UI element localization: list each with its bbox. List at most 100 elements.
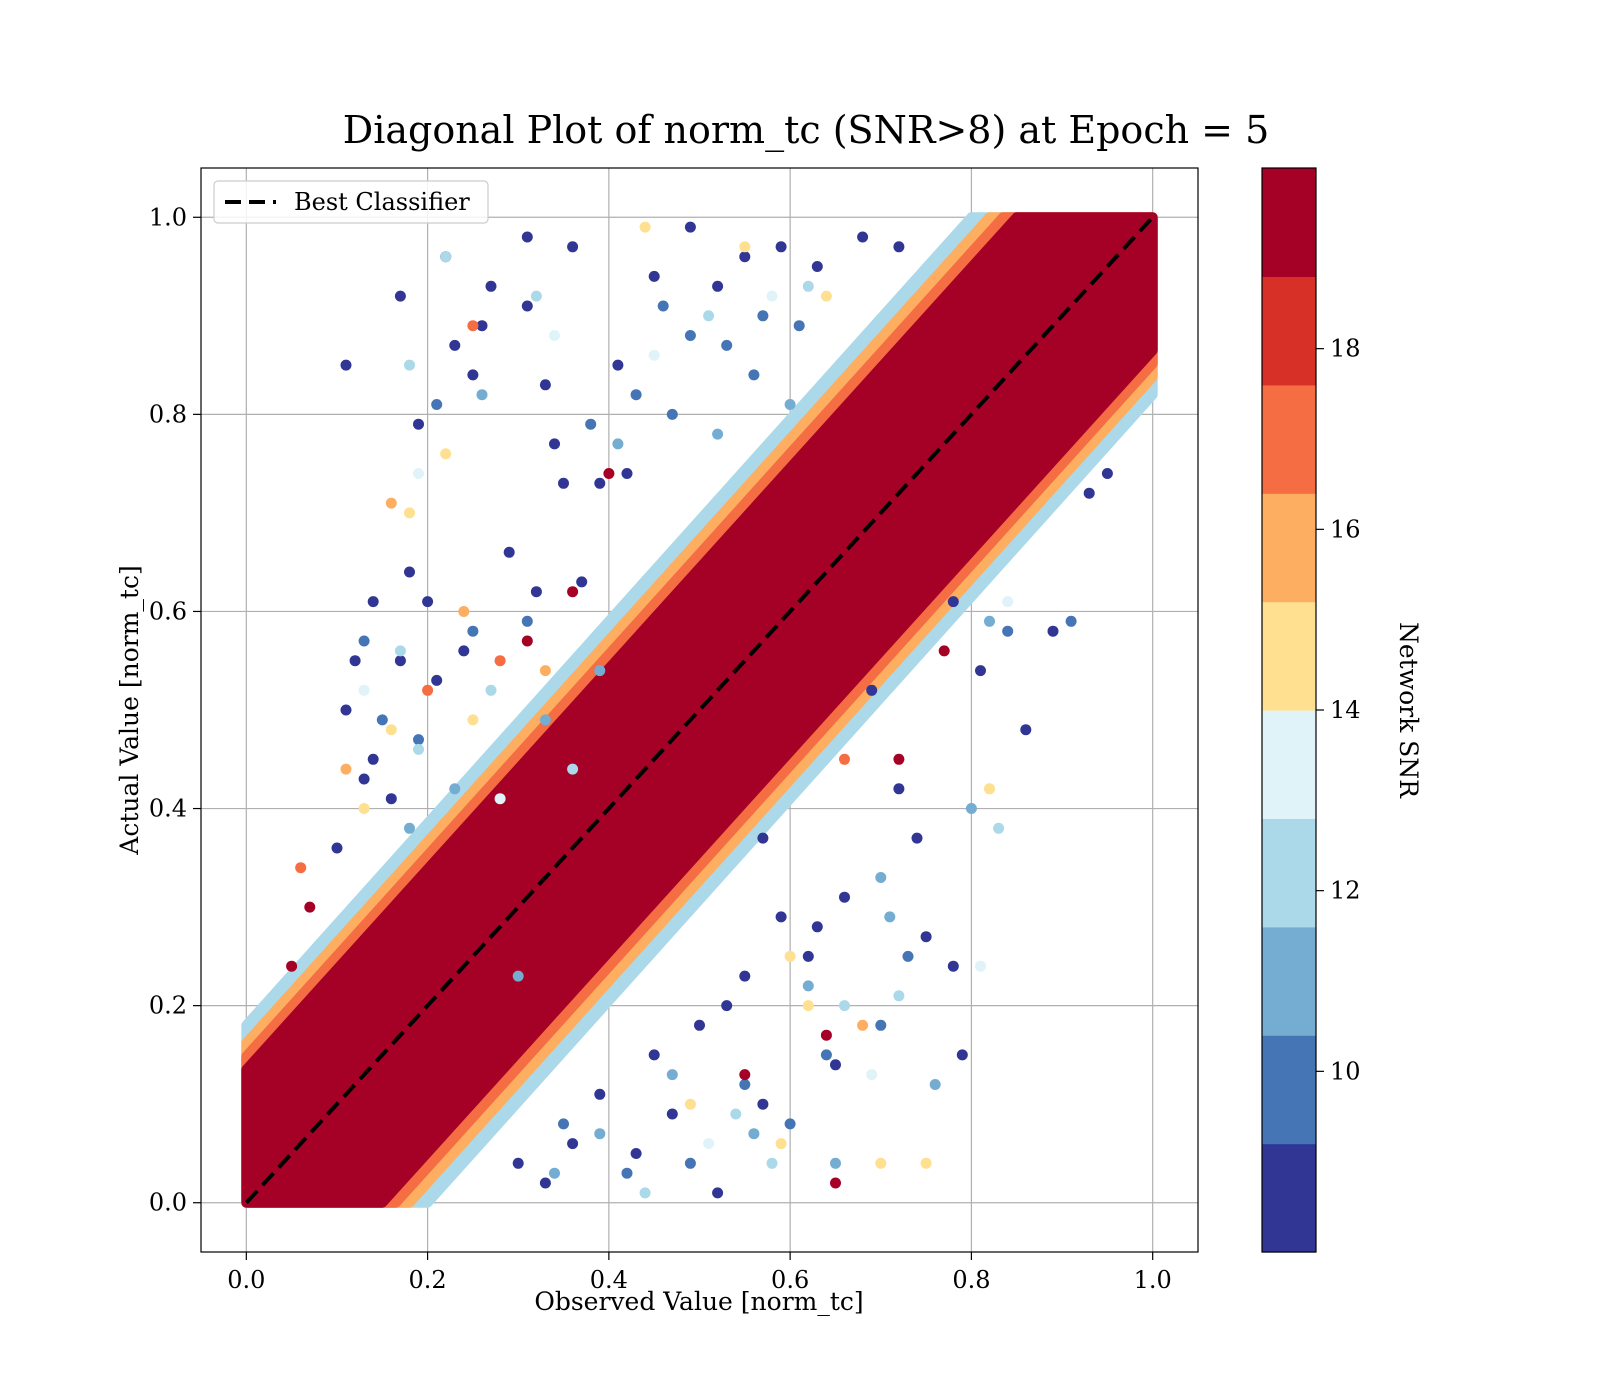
scatter-point <box>594 477 606 489</box>
scatter-point <box>576 576 588 588</box>
scatter-point <box>911 832 923 844</box>
colorbar-segment <box>1262 710 1316 819</box>
scatter-point <box>684 330 696 341</box>
scatter-point <box>947 960 959 972</box>
scatter-point <box>721 339 733 351</box>
scatter-point <box>703 1138 715 1150</box>
scatter-point <box>567 1138 579 1150</box>
scatter-point <box>830 1157 841 1169</box>
scatter-point <box>358 635 370 647</box>
colorbar-tick-label: 18 <box>1330 335 1361 363</box>
scatter-point <box>857 231 869 243</box>
best-classifier-line <box>244 215 1155 1205</box>
scatter-point <box>666 1108 678 1120</box>
data-band <box>241 212 1158 1208</box>
x-tick-label: 0.0 <box>227 1266 265 1294</box>
scatter-point <box>340 704 352 716</box>
axes-frame <box>200 167 1199 1253</box>
scatter-point <box>639 1187 651 1199</box>
scatter-points <box>286 221 1113 1199</box>
legend-box <box>213 180 489 224</box>
scatter-point <box>820 290 832 302</box>
scatter-point <box>875 872 887 883</box>
scatter-point <box>766 290 778 302</box>
y-tick-label: 0.6 <box>149 597 187 625</box>
scatter-point <box>694 1019 705 1031</box>
scatter-point <box>367 596 379 608</box>
colorbar-segment <box>1262 926 1316 1036</box>
scatter-point <box>449 783 461 795</box>
scatter-point <box>1020 724 1032 736</box>
scatter-point <box>467 714 479 726</box>
colorbar-segment <box>1262 601 1316 711</box>
scatter-point <box>530 586 542 598</box>
scatter-point <box>956 1049 968 1061</box>
scatter-point <box>567 763 579 775</box>
scatter-point <box>938 645 950 657</box>
scatter-point <box>893 753 905 765</box>
scatter-point <box>440 251 452 263</box>
scatter-point <box>340 359 352 371</box>
scatter-point <box>539 665 551 677</box>
scatter-point <box>775 1138 787 1150</box>
colorbar-frame <box>1261 167 1317 1253</box>
colorbar-segment <box>1262 276 1316 386</box>
scatter-point <box>404 507 415 519</box>
scatter-point <box>394 655 406 667</box>
y-tick-label: 0.4 <box>149 795 187 823</box>
scatter-point <box>875 1157 887 1169</box>
colorbar-tick-label: 14 <box>1330 696 1361 724</box>
scatter-point <box>440 448 452 460</box>
scatter-point <box>802 280 814 292</box>
x-tick-label: 0.2 <box>409 1266 447 1294</box>
scatter-point <box>539 714 551 726</box>
colorbar-tick-label: 16 <box>1330 515 1361 543</box>
scatter-point <box>984 615 995 627</box>
scatter-point <box>295 862 307 874</box>
scatter-point <box>567 586 579 598</box>
scatter-point <box>839 1000 850 1012</box>
scatter-point <box>539 379 551 391</box>
scatter-point <box>539 1177 551 1189</box>
scatter-point <box>766 1157 778 1169</box>
scatter-point <box>394 290 406 302</box>
scatter-point <box>920 1157 932 1169</box>
scatter-point <box>521 231 533 243</box>
scatter-point <box>739 251 751 263</box>
colorbar-label: Network SNR <box>1394 622 1423 799</box>
scatter-point <box>485 280 497 292</box>
scatter-point <box>775 241 787 253</box>
scatter-point <box>839 891 850 903</box>
scatter-point <box>521 615 533 627</box>
scatter-point <box>512 970 524 982</box>
scatter-point <box>884 911 896 923</box>
scatter-point <box>1065 615 1077 627</box>
colorbar-segment <box>1262 168 1316 277</box>
colorbar-tick-label: 10 <box>1330 1057 1361 1085</box>
scatter-point <box>630 1148 642 1159</box>
scatter-point <box>757 832 769 844</box>
scatter-point <box>748 369 760 381</box>
scatter-point <box>422 684 434 696</box>
scatter-point <box>648 270 660 282</box>
scatter-point <box>530 290 542 302</box>
scatter-point <box>549 330 560 341</box>
scatter-point <box>784 950 796 962</box>
scatter-point <box>893 990 905 1002</box>
x-tick-label: 1.0 <box>1134 1266 1172 1294</box>
scatter-point <box>603 468 615 479</box>
scatter-point <box>404 359 415 371</box>
scatter-point <box>467 320 479 332</box>
scatter-point <box>594 665 606 677</box>
scatter-point <box>1002 625 1014 637</box>
scatter-point <box>1101 468 1113 479</box>
scatter-point <box>893 241 905 253</box>
scatter-point <box>594 1128 606 1140</box>
scatter-point <box>739 1079 751 1090</box>
scatter-point <box>558 477 569 489</box>
scatter-point <box>394 645 406 657</box>
band-core <box>241 212 1158 1208</box>
chart-title: Diagonal Plot of norm_tc (SNR>8) at Epoc… <box>343 108 1270 153</box>
scatter-point <box>630 389 642 401</box>
